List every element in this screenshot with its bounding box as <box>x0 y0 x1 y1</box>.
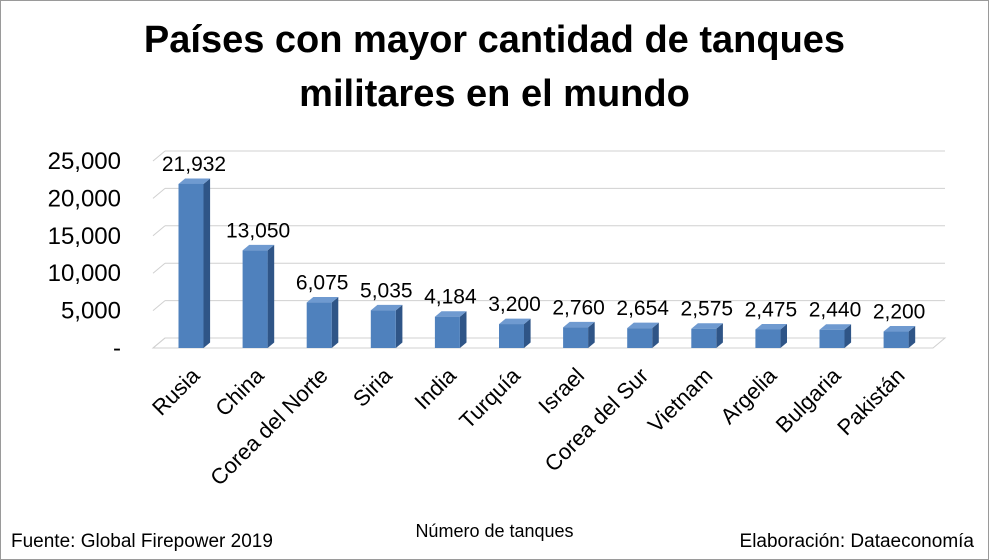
gridline-depth <box>152 300 166 311</box>
x-axis-title: Número de tanques <box>415 521 574 541</box>
bars <box>178 178 916 348</box>
bar-side <box>203 178 211 348</box>
chart-title-line-2: militares en el mundo <box>299 73 690 115</box>
y-tick-label: 20,000 <box>48 185 121 212</box>
data-label: 2,475 <box>745 298 798 321</box>
data-label: 5,035 <box>360 279 413 302</box>
bar-front <box>627 328 653 348</box>
data-labels: 21,932 13,050 6,075 5,035 4,184 3,200 2,760 2,6… <box>162 153 925 324</box>
bar-chart: - 5,000 10,000 15,000 20,000 25,000 21,932 13,… <box>48 148 947 490</box>
source-note: Fuente: Global Firepower 2019 <box>11 531 273 552</box>
gridline-depth <box>152 188 166 199</box>
x-tick-label: Turquía <box>454 362 525 433</box>
bar <box>563 321 595 348</box>
x-tick-label: Rusia <box>147 362 205 420</box>
bar-top <box>563 321 595 328</box>
bar-side <box>524 318 531 348</box>
chart-title-line-1: Países con mayor cantidad de tanques <box>143 19 846 61</box>
bar-top <box>691 323 723 329</box>
bar-front <box>242 250 268 348</box>
bar-side <box>459 311 467 348</box>
chart-title: Países con mayor cantidad de tanques mil… <box>1 13 988 121</box>
y-tick-label: 25,000 <box>48 148 121 175</box>
bar-side <box>716 323 723 348</box>
bar-side <box>395 304 403 348</box>
x-tick-label: Corea del Norte <box>205 363 333 491</box>
data-label: 21,932 <box>162 153 226 176</box>
bar-side <box>588 321 595 348</box>
data-label: 2,440 <box>809 299 862 322</box>
bar-front <box>755 329 781 348</box>
bar-front <box>306 302 332 348</box>
bar <box>434 311 467 348</box>
bar <box>242 244 275 348</box>
bar <box>499 318 531 348</box>
data-label: 2,654 <box>616 297 669 320</box>
y-tick-label: 5,000 <box>61 298 121 325</box>
y-tick-label: 10,000 <box>48 260 121 287</box>
x-tick-label: Israel <box>533 363 589 419</box>
bar-side <box>331 297 339 348</box>
bar-front <box>883 331 909 348</box>
x-tick-label: China <box>210 362 269 421</box>
x-tick-label: India <box>410 362 462 414</box>
bar-top <box>242 244 275 251</box>
bar <box>755 323 787 348</box>
bar-front <box>691 328 717 348</box>
bar-top <box>178 178 211 184</box>
data-label: 2,200 <box>873 301 926 324</box>
chart-floor <box>151 337 947 349</box>
y-tick-label: - <box>113 335 121 362</box>
gridline-depth <box>152 225 166 237</box>
gridline-depth <box>152 150 166 162</box>
bar <box>883 326 916 348</box>
bar-top <box>883 326 916 332</box>
y-tick-label: 15,000 <box>48 223 121 250</box>
bar-top <box>434 311 467 317</box>
bar <box>627 322 659 348</box>
bar <box>370 304 403 348</box>
bar <box>306 297 339 348</box>
bar-side <box>908 326 916 348</box>
gridlines <box>151 150 947 349</box>
bar-front <box>819 329 845 348</box>
bar-front <box>563 327 589 348</box>
bar-front <box>499 324 524 348</box>
bar-top <box>627 322 659 329</box>
data-label: 4,184 <box>424 286 477 309</box>
bar-side <box>267 244 275 348</box>
bar-side <box>780 323 787 348</box>
bar-side <box>844 324 852 348</box>
bar-top <box>370 304 403 311</box>
x-tick-label: Pakistán <box>832 363 909 440</box>
bar-top <box>819 324 852 330</box>
bar-top <box>755 323 787 330</box>
gridline-depth <box>152 262 166 274</box>
data-label: 13,050 <box>226 219 290 242</box>
bar <box>178 178 211 348</box>
bar-front <box>370 310 396 348</box>
bar <box>691 323 723 348</box>
bar-top <box>499 318 531 325</box>
bar-side <box>652 322 659 348</box>
data-label: 2,575 <box>681 298 734 321</box>
data-label: 6,075 <box>296 272 349 295</box>
data-label: 2,760 <box>552 296 605 319</box>
bar-front <box>178 183 204 348</box>
bar-top <box>306 297 339 303</box>
x-tick-label: Siria <box>348 362 397 411</box>
x-tick-label: Vietnam <box>643 363 717 437</box>
bar <box>819 324 852 348</box>
bar-front <box>434 316 460 348</box>
y-axis-ticks: - 5,000 10,000 15,000 20,000 25,000 <box>48 148 121 362</box>
credit-note: Elaboración: Dataeconomía <box>739 531 974 552</box>
data-label: 3,200 <box>488 293 541 316</box>
